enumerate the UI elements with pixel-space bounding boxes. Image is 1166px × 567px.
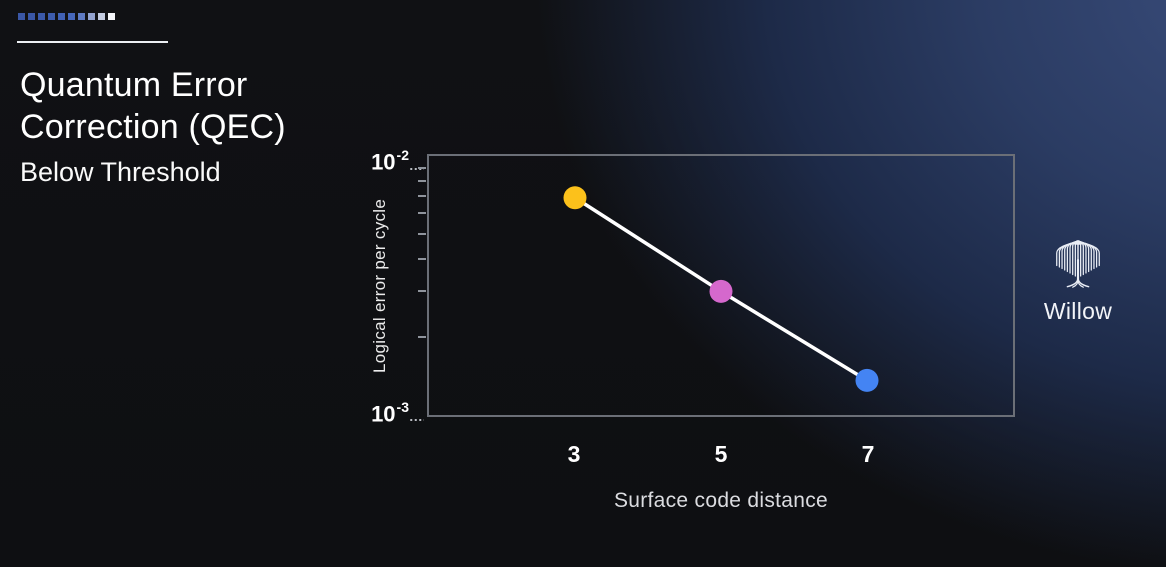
y-minor-tick — [418, 336, 426, 339]
x-tick-3: 3 — [567, 441, 581, 467]
page-title-line2: Correction (QEC) — [20, 108, 286, 146]
page-subtitle: Below Threshold — [20, 157, 221, 187]
kicker-dot — [98, 13, 105, 20]
x-axis-label: Surface code distance — [613, 489, 829, 512]
willow-tree-icon — [1056, 240, 1100, 288]
willow-branch-stroke — [1077, 276, 1090, 288]
brand-label: Willow — [1043, 298, 1113, 324]
y-minor-tick — [418, 290, 426, 293]
willow-branch-stroke — [1077, 243, 1100, 267]
willow-branch-stroke — [1077, 241, 1087, 274]
willow-branch-stroke — [1069, 241, 1079, 274]
x-tick-7: 7 — [861, 441, 875, 467]
kicker-dot — [38, 13, 45, 20]
y-minor-tick — [418, 195, 426, 198]
y-minor-tick — [418, 166, 426, 169]
page-title: Quantum Error Correction (QEC) — [20, 64, 286, 148]
kicker-dot — [48, 13, 55, 20]
data-point-d5 — [709, 279, 733, 303]
willow-branch-stroke — [1064, 242, 1079, 271]
kicker-rule — [17, 41, 168, 43]
data-point-d7 — [855, 368, 879, 392]
x-tick-5: 5 — [714, 441, 728, 467]
kicker-dot — [18, 13, 25, 20]
y-tick-leader-top — [409, 167, 424, 171]
kicker-dot — [88, 13, 95, 20]
y-minor-tick — [418, 180, 426, 183]
y-tick-1e-2: 10-2 — [371, 147, 409, 175]
willow-branch-stroke — [1077, 242, 1092, 271]
willow-brand: Willow — [1028, 232, 1128, 325]
kicker-dot — [68, 13, 75, 20]
kicker-dot — [78, 13, 85, 20]
y-tick-leader-bottom — [409, 418, 424, 422]
y-minor-tick — [418, 232, 426, 235]
y-minor-tick — [418, 212, 426, 215]
kicker-dots-decoration — [18, 13, 115, 20]
kicker-dot — [28, 13, 35, 20]
y-axis-label: Logical error per cycle — [370, 198, 389, 373]
plot-area — [418, 154, 1015, 417]
willow-branch-stroke — [1077, 279, 1084, 288]
data-point-d3 — [563, 186, 587, 210]
kicker-dot — [108, 13, 115, 20]
page-title-line1: Quantum Error — [20, 66, 248, 104]
error-rate-line-series — [563, 186, 879, 392]
kicker-dot — [58, 13, 65, 20]
willow-branch-stroke — [1056, 243, 1079, 267]
x-tick-labels: 3 5 7 — [427, 441, 1015, 469]
y-minor-tick — [418, 258, 426, 261]
y-tick-1e-3: 10-3 — [371, 399, 409, 427]
